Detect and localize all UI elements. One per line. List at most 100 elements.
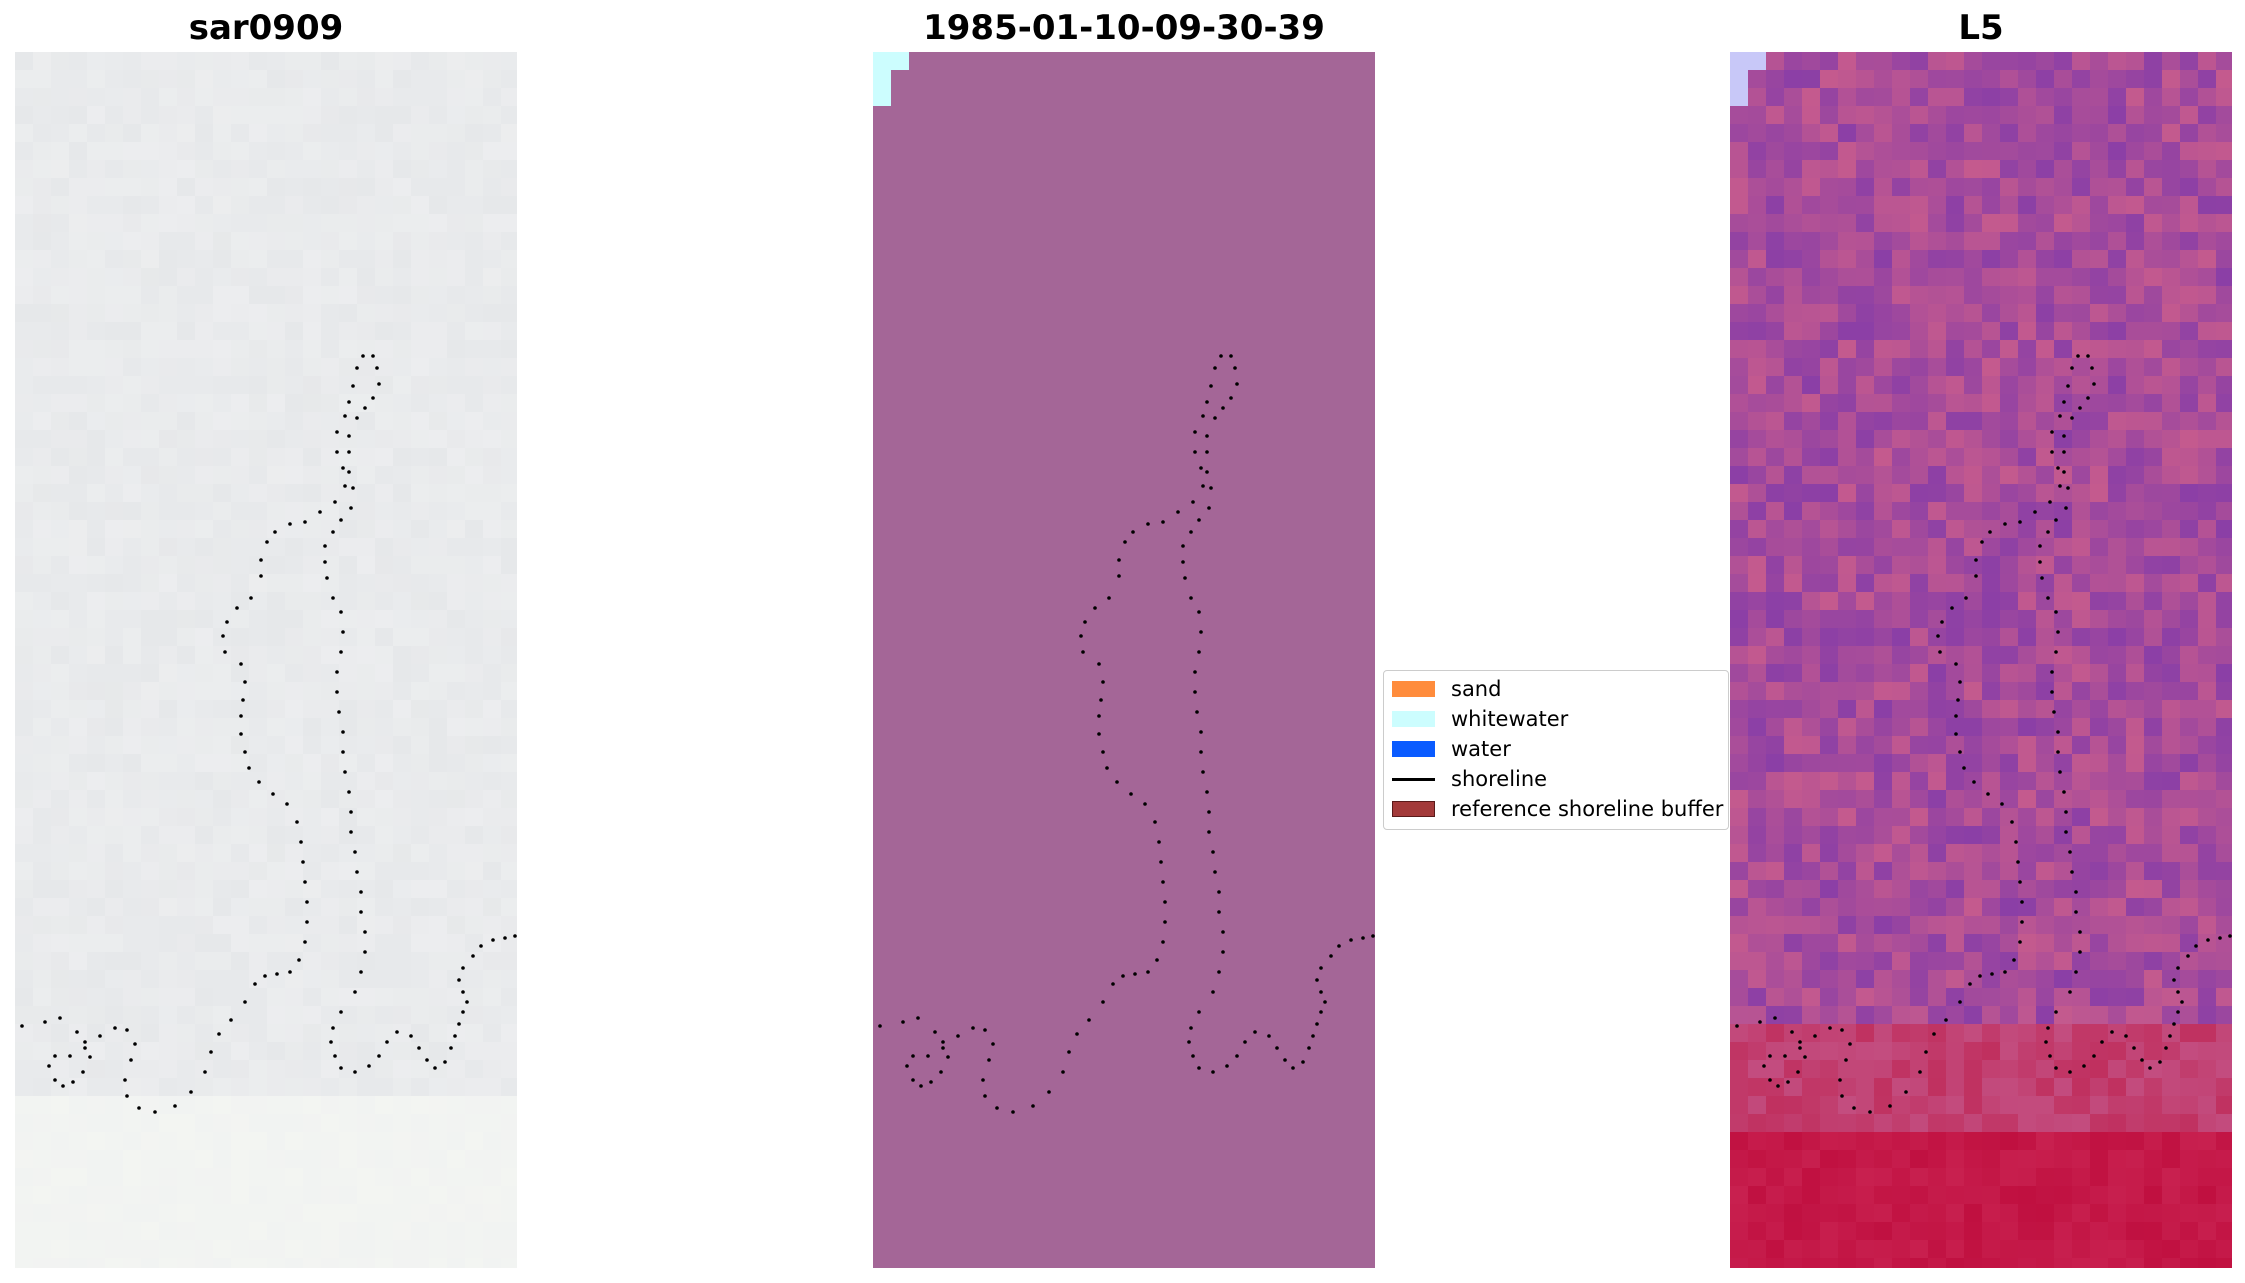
shoreline-point [1762,1064,1766,1068]
shoreline-point [137,1106,141,1110]
panel-title-date: 1985-01-10-09-30-39 [923,8,1325,48]
shoreline-point [1852,1106,1856,1110]
legend-item-whitewater: whitewater [1392,704,1568,734]
shoreline-point [1099,698,1103,702]
shoreline-point [1201,770,1205,774]
shoreline-point [1828,1026,1832,1030]
shoreline-point [337,710,341,714]
shoreline-point [2132,1046,2136,1050]
shoreline-point [1207,506,1211,510]
shoreline-point [461,1010,465,1014]
shoreline-point [241,698,245,702]
shoreline-point [987,1058,991,1062]
shoreline-point [1956,698,1960,702]
shoreline-point [933,1030,937,1034]
shoreline-point [335,670,339,674]
shoreline-point [2050,670,2054,674]
shoreline-point [2062,790,2066,794]
shoreline-point [417,1046,421,1050]
shoreline-point [1848,1042,1852,1046]
shoreline-point [335,450,339,454]
shoreline-point [1159,860,1163,864]
shoreline-point [359,890,363,894]
shoreline-point [1199,730,1203,734]
shoreline-point [1117,574,1121,578]
shoreline-point [1205,470,1209,474]
shoreline-point [339,1010,343,1014]
shoreline-point [1267,1034,1271,1038]
shoreline-point [75,1030,79,1034]
shoreline-point [2078,406,2082,410]
shoreline-point [1205,450,1209,454]
shoreline-point [1205,400,1209,404]
shoreline-point [123,1078,127,1082]
shoreline-point [513,934,517,938]
shoreline-point [991,1042,995,1046]
shoreline-point [355,870,359,874]
shoreline-point [1163,920,1167,924]
shoreline-point [343,484,347,488]
shoreline-point [1329,954,1333,958]
shoreline-point [1217,970,1221,974]
shoreline-point [2124,1034,2128,1038]
shoreline-point [2082,1064,2086,1068]
shoreline-point [1193,450,1197,454]
shoreline-point [1197,610,1201,614]
shoreline-point [2074,890,2078,894]
shoreline-point [941,1046,945,1050]
shoreline-point [1972,780,1976,784]
shoreline-point [239,732,243,736]
shoreline-point [239,714,243,718]
shoreline-point [333,1054,337,1058]
shoreline-point [2010,820,2014,824]
shoreline-point [285,802,289,806]
shoreline-point [331,596,335,600]
shoreline-point [2228,934,2232,938]
shoreline-point [209,1050,213,1054]
shoreline-point [2100,1040,2104,1044]
shoreline-point [343,414,347,418]
legend-item-shoreline: shoreline [1392,764,1547,794]
shoreline-point [1197,518,1201,522]
shoreline-point [359,910,363,914]
shoreline-point [409,1034,413,1038]
shoreline-point [297,958,301,962]
whitewater-patch [873,70,891,106]
shoreline-point [331,1026,335,1030]
shoreline-point [1221,930,1225,934]
shoreline-point [2050,450,2054,454]
shoreline-point [916,1016,920,1020]
shoreline-point [265,540,269,544]
shoreline-point [341,466,345,470]
shoreline-point [2054,650,2058,654]
shoreline-point [1213,870,1217,874]
shoreline-point [941,1040,945,1044]
shoreline-point [303,880,307,884]
shoreline-point [1201,484,1205,488]
shoreline-point [1193,690,1197,694]
shoreline-point [153,1110,157,1114]
whitewater-swatch [1392,711,1435,727]
shoreline-point [2176,966,2180,970]
shoreline-point [239,662,243,666]
shoreline-point [1962,766,1966,770]
shoreline-point [1191,1054,1195,1058]
shoreline-point [1783,1054,1787,1058]
l5-image [1730,52,2232,1268]
shoreline-point [465,1000,469,1004]
shoreline-point [363,406,367,410]
shoreline-point [1193,430,1197,434]
shoreline-point [1211,990,1215,994]
shoreline-point [1337,944,1341,948]
shoreline-point [1275,1046,1279,1050]
shoreline-point [1904,1090,1908,1094]
shoreline-point [1201,414,1205,418]
shoreline-point [355,366,359,370]
water-swatch [1392,741,1435,757]
shoreline-point [1121,974,1125,978]
shoreline-point [1193,670,1197,674]
shoreline-point [243,680,247,684]
shoreline-point [1311,1034,1315,1038]
shoreline-point [2066,486,2070,490]
shoreline-point [1235,382,1239,386]
